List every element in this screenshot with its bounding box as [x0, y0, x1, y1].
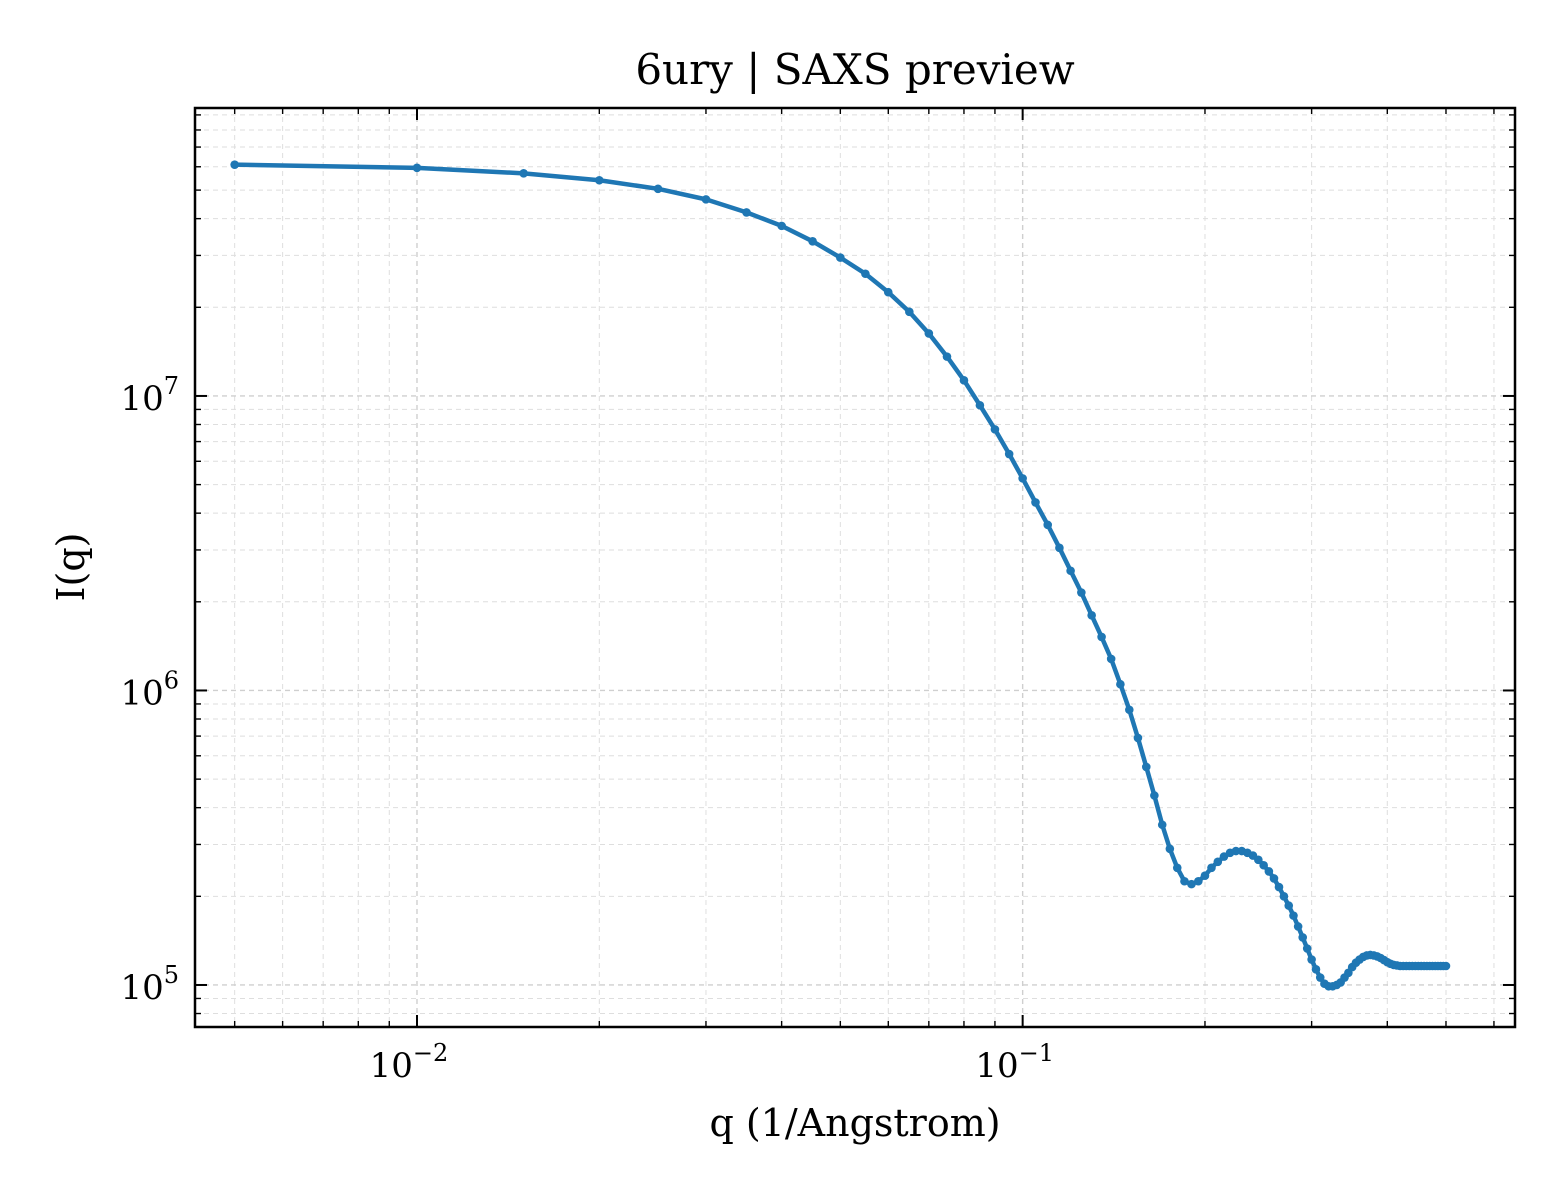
data-point — [1274, 882, 1284, 892]
data-series — [230, 160, 1451, 991]
data-point — [883, 287, 893, 297]
y-tick-label: 106 — [120, 666, 179, 713]
data-point — [975, 400, 985, 410]
grid-lines — [195, 108, 1515, 1027]
data-point — [1141, 762, 1151, 772]
data-point — [742, 208, 751, 217]
chart-title: 6ury | SAXS preview — [635, 45, 1074, 94]
data-point — [959, 376, 969, 385]
data-point — [412, 163, 422, 173]
data-point — [1087, 610, 1096, 620]
data-point — [1293, 922, 1303, 931]
data-point — [905, 307, 914, 317]
data-point — [808, 237, 817, 246]
data-point — [1165, 844, 1175, 854]
data-point — [1157, 820, 1167, 830]
data-point — [1180, 876, 1189, 886]
data-point — [1279, 892, 1289, 901]
data-point — [595, 175, 604, 185]
data-point — [1097, 632, 1106, 642]
data-point — [1125, 705, 1134, 715]
data-point — [1031, 498, 1040, 507]
data-point — [1298, 933, 1308, 942]
x-tick-label: 10−1 — [975, 1039, 1054, 1086]
data-point — [1150, 791, 1159, 800]
data-point — [924, 329, 934, 338]
x-tick-label: 10−2 — [370, 1039, 449, 1086]
data-point — [653, 184, 663, 194]
data-point — [1004, 449, 1014, 459]
data-point — [1172, 863, 1182, 873]
data-point — [1259, 860, 1268, 870]
data-point — [1106, 654, 1116, 664]
plot-frame — [193, 106, 1517, 1029]
data-point — [701, 195, 711, 204]
data-point — [1077, 588, 1086, 597]
data-point — [1066, 566, 1075, 576]
data-point — [1043, 520, 1053, 530]
data-point — [990, 425, 1000, 434]
data-point — [942, 352, 952, 361]
y-tick-label: 105 — [120, 961, 179, 1008]
data-point — [1116, 679, 1125, 689]
data-point — [1311, 965, 1321, 974]
data-point — [1133, 733, 1143, 743]
data-point — [1200, 871, 1210, 880]
data-point — [230, 160, 239, 169]
data-point — [1441, 961, 1451, 971]
y-axis-label: I(q) — [49, 533, 93, 602]
tick-labels: 10−2 10−1 105 106 107 — [120, 372, 1054, 1086]
data-point — [1018, 474, 1027, 483]
data-point — [1307, 955, 1316, 964]
data-point — [777, 221, 786, 231]
x-axis-label: q (1/Angstrom) — [709, 1101, 1000, 1145]
data-point — [1254, 855, 1263, 865]
data-point — [1269, 874, 1279, 883]
data-point — [1194, 876, 1203, 886]
data-point — [1055, 543, 1064, 553]
data-point — [861, 269, 870, 279]
data-point — [1213, 857, 1223, 867]
data-point — [1284, 901, 1294, 910]
data-point — [1289, 911, 1298, 920]
data-point — [519, 169, 528, 178]
data-point — [1315, 973, 1325, 982]
data-point — [836, 253, 845, 262]
y-tick-label: 107 — [120, 372, 179, 419]
data-point — [1264, 867, 1274, 876]
data-point — [1187, 879, 1196, 889]
data-point — [1207, 863, 1216, 873]
data-point — [1302, 944, 1312, 953]
